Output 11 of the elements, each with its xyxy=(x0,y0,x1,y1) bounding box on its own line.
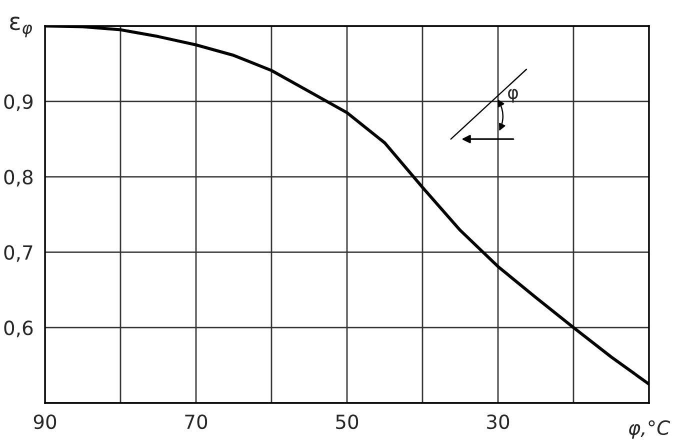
y-axis-title: ε$_{φ}$ xyxy=(10,16,32,38)
y-tick-label: 0,7 xyxy=(4,245,32,262)
x-axis-title: φ,°C xyxy=(629,420,670,439)
x-tick-label: 70 xyxy=(185,414,208,430)
y-tick-label: 0,8 xyxy=(4,170,33,186)
x-tick-label: 30 xyxy=(487,414,510,430)
x-tick-label: 50 xyxy=(336,414,358,430)
y-tick-label: 0,6 xyxy=(4,320,33,338)
x-tick-label: 90 xyxy=(34,414,56,430)
annotation: φ xyxy=(508,88,518,103)
y-tick-label: 0,9 xyxy=(4,94,33,112)
